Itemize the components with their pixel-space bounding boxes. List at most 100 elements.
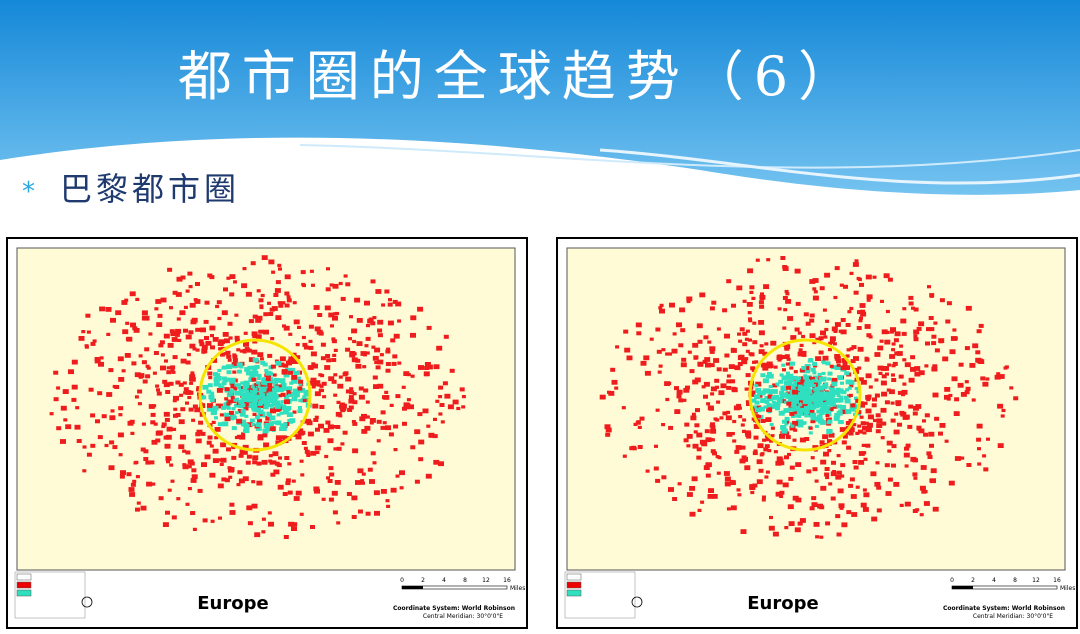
urban-cell <box>316 329 323 335</box>
urban-cell <box>817 397 823 402</box>
urban-cell <box>418 365 424 370</box>
urban-cell <box>724 353 730 358</box>
urban-cell <box>289 367 296 373</box>
urban-cell <box>778 379 784 384</box>
urban-cell <box>922 419 926 423</box>
urban-cell <box>257 409 264 415</box>
urban-cell <box>934 416 940 421</box>
urban-cell <box>681 357 687 362</box>
urban-cell <box>875 413 881 418</box>
urban-cell <box>978 323 984 328</box>
urban-cell <box>345 347 351 352</box>
urban-cell <box>242 419 247 423</box>
urban-cell <box>655 478 661 483</box>
urban-cell <box>359 416 366 422</box>
legend-box <box>14 571 86 619</box>
urban-cell <box>252 357 259 363</box>
urban-cell <box>84 344 89 348</box>
urban-cell <box>382 421 387 425</box>
urban-cell <box>183 305 188 309</box>
urban-cell <box>812 287 817 291</box>
urban-cell <box>785 374 792 380</box>
urban-cell <box>801 392 807 397</box>
urban-cell <box>653 466 659 471</box>
urban-cell <box>326 358 332 363</box>
urban-cell <box>399 470 405 476</box>
urban-cell <box>232 364 238 369</box>
urban-cell <box>977 462 982 466</box>
urban-cell <box>809 333 816 339</box>
urban-cell <box>133 328 140 333</box>
urban-cell <box>105 307 112 312</box>
urban-cell <box>886 388 891 392</box>
urban-cell <box>792 395 799 401</box>
urban-cell <box>892 361 898 366</box>
urban-cell <box>850 494 857 499</box>
urban-cell <box>410 374 415 378</box>
urban-cell <box>716 471 721 475</box>
legend-swatch <box>566 581 582 589</box>
urban-cell <box>377 333 383 338</box>
urban-cell <box>873 418 877 423</box>
urban-cell <box>737 332 741 336</box>
urban-cell <box>827 449 832 453</box>
urban-cell <box>223 403 228 407</box>
urban-cell <box>124 353 131 358</box>
urban-cell <box>338 281 343 286</box>
urban-cell <box>307 365 314 370</box>
urban-cell <box>410 315 417 321</box>
urban-cell <box>317 383 322 387</box>
urban-cell <box>933 321 938 325</box>
urban-cell <box>661 475 667 480</box>
urban-cell <box>898 374 904 379</box>
urban-cell <box>279 411 284 415</box>
urban-cell <box>377 383 384 389</box>
urban-cell <box>322 395 327 399</box>
urban-cell <box>267 413 272 418</box>
urban-cell <box>782 368 786 372</box>
urban-cell <box>178 444 185 450</box>
urban-cell <box>668 352 672 356</box>
urban-cell <box>381 303 386 307</box>
urban-cell <box>311 385 316 389</box>
urban-cell <box>263 442 270 448</box>
urban-cell <box>331 490 338 496</box>
urban-cell <box>320 374 325 378</box>
urban-cell <box>332 353 337 357</box>
urban-cell <box>655 327 661 332</box>
urban-cell <box>880 436 885 440</box>
urban-cell <box>982 381 989 387</box>
legend-box <box>564 571 636 619</box>
urban-cell <box>815 535 820 539</box>
urban-cell <box>748 338 752 342</box>
urban-cell <box>232 370 237 374</box>
urban-cell <box>1000 414 1005 418</box>
urban-cell <box>270 408 276 414</box>
urban-cell <box>672 332 677 336</box>
urban-cell <box>255 334 262 340</box>
urban-cell <box>385 368 391 373</box>
urban-cell <box>188 285 193 289</box>
legend-swatch <box>16 581 32 589</box>
urban-cell <box>851 512 858 517</box>
urban-cell <box>739 458 746 464</box>
urban-cell <box>190 371 195 375</box>
urban-cell <box>839 427 846 432</box>
urban-cell <box>280 392 286 397</box>
urban-cell <box>686 444 691 448</box>
urban-cell <box>792 389 799 395</box>
urban-cell <box>932 506 939 512</box>
urban-cell <box>280 404 287 410</box>
urban-cell <box>263 392 268 396</box>
urban-cell <box>337 383 344 389</box>
urban-cell <box>239 385 245 390</box>
urban-cell <box>928 316 934 320</box>
urban-cell <box>374 510 380 516</box>
urban-cell <box>372 355 379 361</box>
urban-cell <box>121 369 126 373</box>
urban-cell <box>890 418 896 423</box>
urban-cell <box>118 413 123 417</box>
urban-cell <box>326 476 330 480</box>
urban-cell <box>275 420 282 426</box>
urban-cell <box>812 341 817 345</box>
